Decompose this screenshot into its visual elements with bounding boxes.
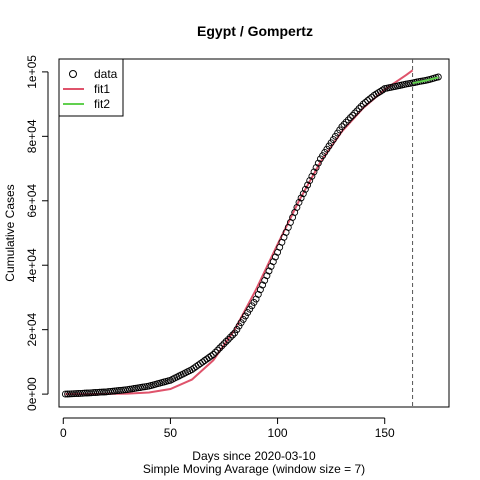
x-tick-label: 0 [60,426,67,440]
y-tick-label: 2e+04 [25,312,39,346]
plot-area [58,58,450,408]
x-tick-label: 50 [164,426,178,440]
data-point [121,386,129,394]
data-point [308,172,316,180]
data-point [248,302,256,310]
data-point [310,168,318,176]
x-tick-label: 100 [268,426,288,440]
y-tick-label: 8e+04 [25,119,39,153]
data-point [214,346,222,354]
data-point [117,386,125,394]
data-point [346,114,354,122]
data-point [314,159,322,167]
data-point [224,335,232,343]
y-tick-label: 1e+05 [25,55,39,89]
fit2-line [412,76,439,85]
legend: data fit1 fit2 [58,58,124,117]
data-point [306,177,314,185]
data-point [220,340,228,348]
x-tick-label: 150 [375,426,395,440]
data-point [312,164,320,172]
data-point [211,348,219,356]
data-point [366,95,374,103]
data-point [351,109,359,117]
data-point [434,73,442,81]
data-point [349,111,357,119]
data-point [344,116,352,124]
data-point [361,98,369,106]
y-axis-label: Cumulative Cases [3,184,17,281]
data-point [216,344,224,352]
data-point [115,387,123,394]
legend-data-symbol [69,70,77,78]
data-point [299,190,307,198]
x-axis-label: Days since 2020-03-10 [192,449,316,463]
data-point [113,387,121,395]
data-point [379,86,387,94]
y-axis: 0e+00 2e+04 4e+04 6e+04 8e+04 1e+05 [25,55,49,411]
data-point [102,388,110,396]
data-point [61,390,69,398]
data-point [209,351,217,358]
fit1-line [65,69,414,396]
data-point [218,342,226,350]
data-point [246,305,254,313]
legend-fit1-label: fit1 [94,82,110,96]
y-tick-label: 6e+04 [25,184,39,218]
data-point [72,390,80,398]
data-point [353,107,361,115]
chart-title: Egypt / Gompertz [197,23,313,39]
data-point [364,97,372,105]
data-point [297,194,305,202]
data-point [226,333,234,341]
data-point [265,267,273,275]
data-point [109,387,117,395]
y-tick-label: 4e+04 [25,248,39,282]
data-point [259,281,267,289]
data-point [340,120,348,128]
data-point [76,389,84,397]
data-point [104,388,112,396]
data-point [106,387,114,395]
data-point [233,326,241,333]
data-point [301,185,309,193]
data-point [231,329,239,337]
x-axis: 0 50 100 150 [60,417,395,440]
data-point [126,385,134,393]
data-point [304,181,312,189]
data-point [342,118,350,126]
data-point [359,100,367,108]
data-point [91,389,99,396]
data-point [100,388,108,396]
y-tick-label: 0e+00 [25,377,39,411]
data-point [87,389,95,397]
legend-data-label: data [94,67,118,81]
data-point [244,309,252,317]
data-point [355,105,363,113]
data-point [229,331,237,339]
data-point [357,102,365,110]
data-point [239,315,247,323]
x-axis-sublabel: Simple Moving Avarage (window size = 7) [143,462,365,476]
data-point [111,387,119,395]
data-points [61,73,442,398]
data-point [235,322,243,330]
data-point [295,198,303,206]
data-point [338,123,346,131]
data-point [207,352,215,360]
data-point [222,338,230,345]
data-point [241,312,249,320]
legend-fit2-label: fit2 [94,97,110,111]
legend-box [58,58,124,117]
